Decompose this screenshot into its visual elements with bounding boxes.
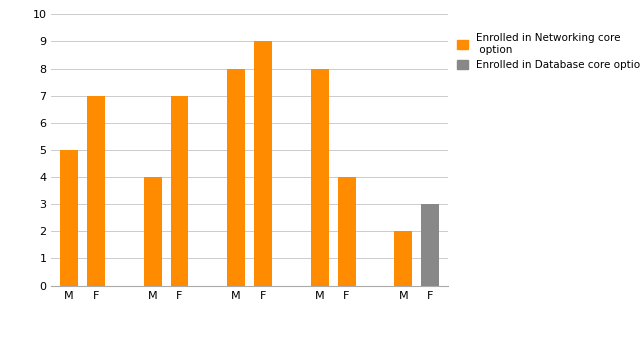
Bar [170,258,188,286]
Bar [338,258,355,286]
Bar [144,204,161,286]
Bar [311,123,329,286]
Bar [254,41,272,286]
Bar [227,69,245,286]
Bar [394,258,412,286]
Bar [227,96,245,286]
Bar [394,231,412,286]
Bar [311,69,329,286]
Bar [87,231,105,286]
Legend: Enrolled in Networking core
 option, Enrolled in Database core option: Enrolled in Networking core option, Enro… [457,33,640,70]
Bar [60,177,78,286]
Bar [421,204,439,286]
Bar [144,177,161,286]
Bar [170,96,188,286]
Bar [338,177,355,286]
Bar [60,150,78,286]
Bar [87,96,105,286]
Bar [254,231,272,286]
